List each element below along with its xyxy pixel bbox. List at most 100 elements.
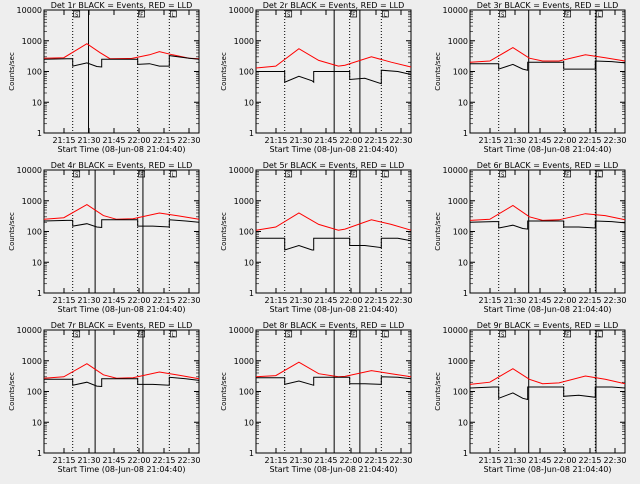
- flag-label: L: [598, 173, 601, 179]
- y-tick-label: 1: [463, 289, 468, 298]
- x-tick-label: 22:15: [364, 296, 387, 305]
- y-tick-label: 100: [27, 388, 42, 397]
- x-tick-label: 21:15: [52, 456, 75, 465]
- panel-title: Det 2r BLACK = Events, RED = LLD: [263, 1, 405, 10]
- x-axis-label: Start Time (08-Jun-08 21:04:40): [484, 305, 612, 314]
- flag-box: [564, 330, 572, 338]
- lld-series-line: [469, 47, 626, 63]
- x-axis-label: Start Time (08-Jun-08 21:04:40): [270, 145, 398, 154]
- detector-panel: Det 3r BLACK = Events, RED = LLD 1 10 100 10…: [434, 1, 627, 154]
- flag-box: [381, 330, 389, 338]
- flag-label: L: [384, 13, 387, 19]
- flag-box: [595, 10, 603, 18]
- x-tick-label: 22:30: [603, 296, 626, 305]
- flag-label: L: [172, 333, 175, 339]
- y-tick-label: 1: [249, 129, 254, 138]
- x-tick-label: 21:45: [314, 456, 337, 465]
- flag-label: S: [75, 173, 78, 179]
- events-series-line: [43, 55, 200, 68]
- detector-panel: Det 9r BLACK = Events, RED = LLD 1 10 100 10…: [434, 321, 627, 474]
- flag-label: L: [172, 173, 175, 179]
- lld-series-line: [255, 48, 412, 69]
- flag-box: [73, 10, 81, 18]
- x-axis-label: Start Time (08-Jun-08 21:04:40): [58, 305, 186, 314]
- x-tick-label: 21:45: [314, 136, 337, 145]
- flag-label: F: [140, 13, 143, 19]
- y-tick-label: 1: [463, 129, 468, 138]
- flag-box: [169, 10, 177, 18]
- x-tick-label: 21:15: [478, 296, 501, 305]
- y-tick-label: 10: [458, 258, 468, 267]
- x-tick-label: 22:15: [152, 456, 175, 465]
- flag-label: S: [75, 333, 78, 339]
- x-tick-label: 21:15: [478, 136, 501, 145]
- x-tick-label: 21:30: [289, 296, 312, 305]
- flag-label: L: [384, 333, 387, 339]
- x-tick-label: 22:30: [389, 296, 412, 305]
- x-tick-label: 21:30: [77, 136, 100, 145]
- events-series-line: [470, 60, 626, 71]
- flag-box: [169, 170, 177, 178]
- events-series-line: [44, 376, 200, 388]
- y-tick-label: 10000: [443, 6, 468, 15]
- x-tick-label: 22:00: [127, 136, 150, 145]
- x-tick-label: 22:00: [553, 136, 576, 145]
- flag-box: [169, 330, 177, 338]
- flag-label: S: [287, 173, 290, 179]
- x-tick-label: 21:30: [77, 296, 100, 305]
- x-tick-label: 21:15: [478, 456, 501, 465]
- flag-box: [499, 170, 507, 178]
- x-tick-label: 22:00: [553, 296, 576, 305]
- x-tick-label: 21:30: [503, 456, 526, 465]
- y-tick-label: 10: [244, 98, 254, 107]
- y-tick-label: 1000: [22, 37, 42, 46]
- flag-box: [595, 170, 603, 178]
- detector-panel: Det 6r BLACK = Events, RED = LLD 1 10 100 10…: [434, 161, 627, 314]
- y-tick-label: 1: [37, 129, 42, 138]
- y-tick-label: 10000: [443, 166, 468, 175]
- plot-frame: [469, 169, 626, 294]
- events-series-line: [469, 386, 626, 401]
- y-tick-label: 1: [463, 449, 468, 458]
- y-tick-label: 100: [27, 228, 42, 237]
- x-tick-label: 21:15: [52, 136, 75, 145]
- y-tick-label: 10000: [17, 166, 42, 175]
- panel-title: Det 5r BLACK = Events, RED = LLD: [263, 161, 405, 170]
- x-tick-label: 21:30: [503, 136, 526, 145]
- x-tick-label: 21:30: [77, 456, 100, 465]
- y-tick-label: 10: [458, 418, 468, 427]
- flag-label: F: [352, 13, 355, 19]
- flag-box: [381, 10, 389, 18]
- x-tick-label: 21:15: [264, 296, 287, 305]
- x-tick-label: 21:45: [102, 296, 125, 305]
- y-tick-label: 100: [453, 388, 468, 397]
- flag-box: [350, 330, 358, 338]
- flag-box: [381, 170, 389, 178]
- y-tick-label: 10: [458, 98, 468, 107]
- lld-series-line: [43, 43, 200, 60]
- x-tick-label: 22:00: [339, 136, 362, 145]
- plot-frame: [469, 9, 626, 134]
- x-tick-label: 22:30: [177, 136, 200, 145]
- x-tick-label: 21:30: [289, 456, 312, 465]
- flag-label: L: [598, 333, 601, 339]
- x-tick-label: 21:45: [528, 296, 551, 305]
- plot-frame: [43, 9, 200, 134]
- events-series-line: [256, 69, 412, 85]
- flag-label: S: [287, 333, 290, 339]
- y-tick-label: 1000: [22, 197, 42, 206]
- flag-label: F: [140, 333, 143, 339]
- y-axis-label: Counts/sec: [434, 212, 442, 251]
- x-tick-label: 22:15: [578, 456, 601, 465]
- x-tick-label: 22:30: [603, 136, 626, 145]
- panel-title: Det 9r BLACK = Events, RED = LLD: [477, 321, 619, 330]
- panel-title: Det 1r BLACK = Events, RED = LLD: [51, 1, 193, 10]
- y-axis-label: Counts/sec: [8, 212, 16, 251]
- y-tick-label: 100: [239, 388, 254, 397]
- flag-label: F: [352, 173, 355, 179]
- lld-series-line: [469, 368, 626, 385]
- y-tick-label: 1000: [448, 197, 468, 206]
- y-tick-label: 10000: [229, 326, 254, 335]
- x-tick-label: 22:00: [339, 456, 362, 465]
